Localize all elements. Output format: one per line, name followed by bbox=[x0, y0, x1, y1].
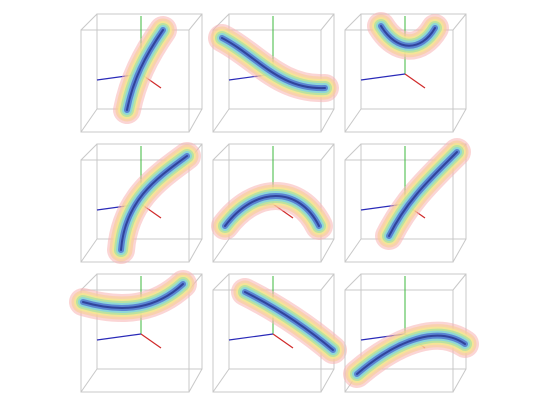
axis-x bbox=[96, 333, 142, 341]
panel bbox=[344, 138, 471, 263]
band-layer bbox=[356, 334, 466, 375]
axis-z bbox=[272, 333, 294, 349]
cube-edge bbox=[344, 143, 362, 161]
rainbow-band bbox=[343, 321, 479, 388]
panel bbox=[208, 13, 339, 133]
rainbow-band bbox=[69, 270, 197, 322]
cube-back bbox=[360, 273, 467, 370]
rainbow-band bbox=[113, 16, 177, 124]
cube-edge bbox=[452, 368, 467, 393]
cube-edge bbox=[344, 238, 362, 263]
band-layer bbox=[224, 195, 320, 227]
cube bbox=[80, 273, 203, 393]
cube-edge bbox=[320, 273, 335, 291]
cube-back bbox=[96, 13, 203, 110]
cube-back bbox=[360, 143, 467, 240]
cube-edge bbox=[80, 143, 98, 161]
cube-back bbox=[228, 273, 335, 370]
cube-edge bbox=[212, 238, 230, 263]
rainbow-band bbox=[211, 182, 333, 240]
band-layer bbox=[221, 37, 326, 90]
cube-edge bbox=[188, 13, 203, 31]
cube-front bbox=[80, 289, 190, 393]
cube-edge bbox=[452, 108, 467, 133]
band-layer bbox=[82, 283, 184, 309]
cube-edge bbox=[212, 143, 230, 161]
panel bbox=[343, 273, 479, 393]
cube-back bbox=[96, 143, 203, 240]
cube-edge bbox=[320, 368, 335, 393]
axis-x bbox=[360, 73, 406, 81]
band-layer bbox=[244, 291, 334, 351]
cube-back bbox=[228, 143, 335, 240]
cube-edge bbox=[80, 273, 98, 291]
cube bbox=[80, 13, 203, 133]
cube-edge bbox=[452, 13, 467, 31]
rainbow-band bbox=[367, 12, 449, 60]
panel bbox=[344, 12, 467, 133]
cube-edge bbox=[344, 273, 362, 291]
rainbow-band bbox=[107, 142, 201, 264]
band-layer bbox=[126, 29, 164, 111]
cube-edge bbox=[320, 108, 335, 133]
cube-edge bbox=[452, 273, 467, 291]
cube-edge bbox=[320, 238, 335, 263]
cube-edge bbox=[452, 238, 467, 263]
panel bbox=[80, 13, 203, 133]
cube bbox=[344, 143, 467, 263]
cube-edge bbox=[80, 368, 98, 393]
rainbow-band bbox=[208, 24, 339, 103]
band-layer bbox=[120, 155, 188, 251]
cube-edge bbox=[188, 368, 203, 393]
axis-x bbox=[228, 333, 274, 341]
band-layer bbox=[380, 25, 436, 47]
rainbow-band bbox=[375, 138, 471, 250]
cube-edge bbox=[212, 368, 230, 393]
cube-edge bbox=[320, 13, 335, 31]
cube-back bbox=[228, 13, 335, 110]
cube-back bbox=[96, 273, 203, 370]
cube-back bbox=[360, 13, 467, 110]
cube-edge bbox=[344, 13, 362, 31]
panel bbox=[211, 143, 335, 263]
cube-front bbox=[344, 159, 454, 263]
cube-front bbox=[80, 29, 190, 133]
band-layer bbox=[388, 151, 458, 237]
cube-edge bbox=[80, 238, 98, 263]
cube-edge bbox=[80, 13, 98, 31]
axis-z bbox=[140, 333, 162, 349]
cube-front bbox=[80, 159, 190, 263]
cube-edge bbox=[212, 273, 230, 291]
cube-edge bbox=[80, 108, 98, 133]
cube-edge bbox=[188, 238, 203, 263]
cube-edge bbox=[320, 143, 335, 161]
cube-edge bbox=[212, 108, 230, 133]
panel bbox=[69, 270, 203, 393]
panel bbox=[212, 273, 347, 393]
cube-edge bbox=[188, 108, 203, 133]
cube-edge bbox=[344, 108, 362, 133]
rainbow-band bbox=[231, 278, 347, 364]
panel bbox=[80, 142, 203, 264]
axis-z bbox=[404, 73, 426, 89]
